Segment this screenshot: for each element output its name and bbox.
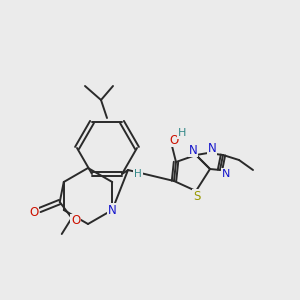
Text: H: H [134, 169, 142, 179]
Text: N: N [222, 169, 230, 179]
Text: H: H [178, 128, 186, 138]
Text: S: S [193, 190, 201, 202]
Text: O: O [29, 206, 38, 220]
Text: O: O [169, 134, 178, 146]
Text: N: N [189, 143, 197, 157]
Text: O: O [71, 214, 80, 227]
Text: N: N [208, 142, 216, 155]
Text: N: N [108, 203, 117, 217]
